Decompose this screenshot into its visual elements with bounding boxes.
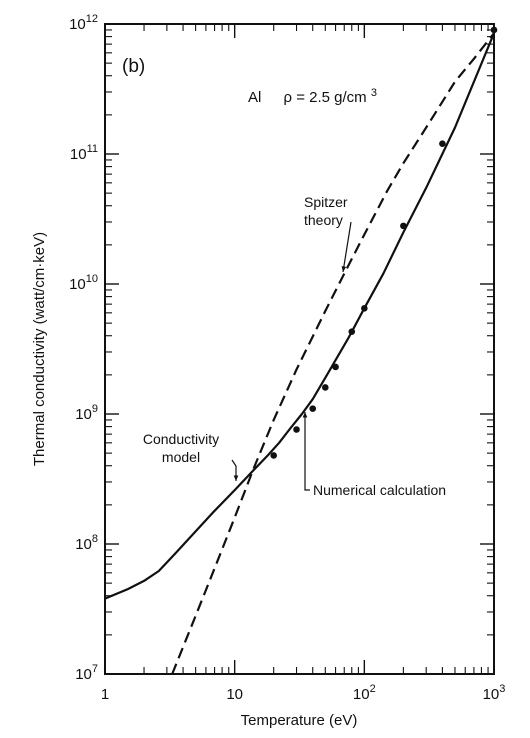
density-exponent: 3 bbox=[371, 87, 377, 99]
numerical-calculation-point bbox=[439, 140, 446, 148]
x-tick-base: 10 bbox=[226, 686, 243, 703]
conductivity-model-line bbox=[105, 32, 494, 600]
numerical-calculation-point bbox=[400, 222, 407, 230]
annotation-layer: Spitzer theory Conductivity model Numerical … bbox=[143, 194, 446, 498]
x-tick-base: 10 bbox=[483, 686, 500, 703]
numerical-calculation-point bbox=[293, 426, 300, 433]
numerical-annotation: Numerical calculation bbox=[313, 482, 446, 498]
numerical-calculation-point bbox=[270, 452, 278, 459]
y-tick-base: 10 bbox=[75, 666, 92, 683]
x-tick-label: 103 bbox=[483, 683, 506, 703]
material-text: Al bbox=[248, 89, 261, 106]
x-tick-labels: 1 10 102 103 bbox=[101, 683, 506, 703]
x-tick-base: 10 bbox=[353, 686, 370, 703]
numerical-calculation-point bbox=[490, 26, 498, 34]
y-tick-label: 108 bbox=[75, 533, 98, 553]
y-tick-label: 1012 bbox=[69, 13, 98, 33]
density-text: ρ = 2.5 g/cm bbox=[284, 89, 367, 106]
numerical-calculation-point bbox=[321, 384, 329, 391]
y-tick-label: 1010 bbox=[69, 273, 98, 293]
spitzer-annotation-line: Spitzer bbox=[304, 194, 348, 210]
conductivity-annotation: Conductivity model bbox=[143, 431, 219, 465]
x-tick-exponent: 2 bbox=[370, 683, 376, 695]
series-layer bbox=[105, 26, 498, 674]
y-tick-exponent: 11 bbox=[87, 143, 98, 155]
spitzer-theory-line bbox=[171, 32, 494, 674]
numerical-calculation-point bbox=[361, 305, 368, 312]
spitzer-annotation-arrowhead bbox=[341, 266, 347, 272]
panel-label: (b) bbox=[122, 56, 145, 77]
y-tick-base: 10 bbox=[69, 276, 86, 293]
y-tick-label: 1011 bbox=[70, 143, 98, 163]
spitzer-annotation-leader bbox=[342, 221, 352, 273]
spitzer-annotation-line: theory bbox=[304, 212, 343, 228]
material-label: Al ρ = 2.5 g/cm 3 bbox=[248, 87, 377, 106]
numerical-annotation-line: Numerical calculation bbox=[313, 482, 446, 498]
spitzer-annotation: Spitzer theory bbox=[304, 194, 348, 228]
y-tick-exponent: 9 bbox=[92, 403, 98, 415]
y-axis-label: Thermal conductivity (watt/cm·keV) bbox=[31, 232, 48, 466]
x-axis-label: Temperature (eV) bbox=[241, 712, 358, 729]
y-tick-label: 107 bbox=[75, 663, 98, 683]
conductivity-annotation-arrowhead bbox=[233, 475, 239, 481]
numerical-calculation-point bbox=[332, 363, 339, 371]
numerical-annotation-leader bbox=[304, 412, 310, 491]
x-tick-label: 10 bbox=[226, 686, 243, 703]
x-tick-exponent: 3 bbox=[499, 683, 505, 695]
y-tick-base: 10 bbox=[69, 16, 86, 33]
y-tick-label: 109 bbox=[75, 403, 98, 423]
numerical-calculation-point bbox=[309, 405, 317, 412]
y-tick-exponent: 7 bbox=[92, 663, 98, 675]
conductivity-annotation-line: Conductivity bbox=[143, 431, 219, 447]
numerical-annotation-arrowhead bbox=[302, 412, 308, 418]
y-tick-exponent: 10 bbox=[86, 273, 98, 285]
x-tick-label: 102 bbox=[353, 683, 376, 703]
x-tick-label: 1 bbox=[101, 686, 109, 703]
conductivity-annotation-line: model bbox=[162, 449, 200, 465]
y-tick-base: 10 bbox=[70, 146, 87, 163]
y-tick-base: 10 bbox=[75, 406, 92, 423]
plot-frame bbox=[104, 23, 495, 675]
y-tick-exponent: 12 bbox=[86, 13, 98, 25]
y-tick-exponent: 8 bbox=[92, 533, 98, 545]
y-tick-base: 10 bbox=[75, 536, 92, 553]
axis-ticks bbox=[105, 24, 494, 674]
numerical-calculation-point bbox=[348, 328, 356, 335]
x-tick-base: 1 bbox=[101, 686, 109, 703]
